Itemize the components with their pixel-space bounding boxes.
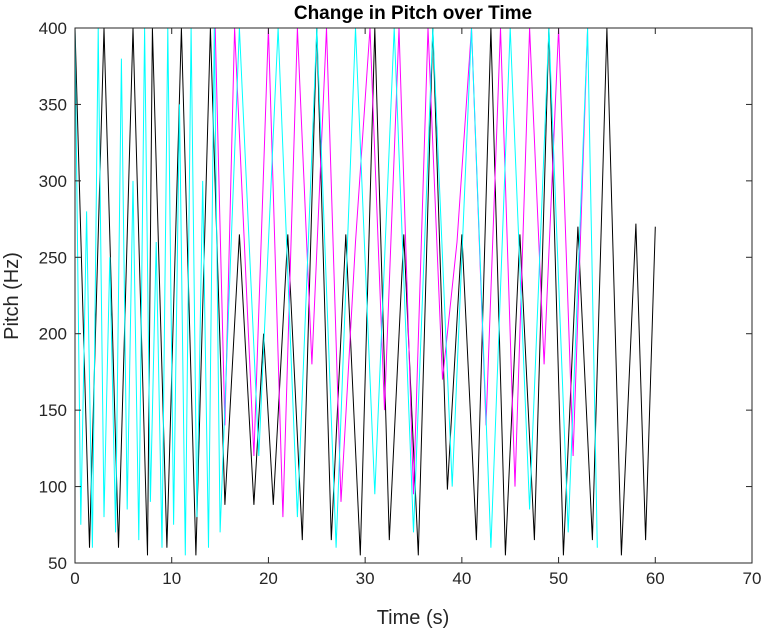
x-tick-label: 10 (162, 569, 181, 588)
x-tick-label: 60 (646, 569, 665, 588)
axes-box (74, 27, 753, 564)
x-tick-label: 0 (70, 569, 79, 588)
series-line-1 (74, 27, 656, 556)
y-tick-label: 400 (39, 19, 67, 38)
y-tick-label: 200 (39, 325, 67, 344)
x-axis-label: Time (s) (377, 607, 450, 629)
x-axis: 0 10 20 30 40 50 60 70 (70, 28, 761, 588)
x-tick-label: 40 (452, 569, 471, 588)
y-tick-label: 50 (48, 554, 67, 573)
y-axis: 50 100 150 200 250 300 350 400 (39, 19, 752, 573)
y-tick-label: 150 (39, 401, 67, 420)
x-tick-label: 20 (259, 569, 278, 588)
series-line-2 (214, 27, 694, 518)
series-layer (74, 27, 694, 556)
y-tick-label: 250 (39, 248, 67, 267)
x-tick-label: 50 (549, 569, 568, 588)
series-line-3 (74, 27, 598, 556)
y-tick-label: 100 (39, 478, 67, 497)
x-tick-label: 70 (743, 569, 762, 588)
y-tick-label: 300 (39, 172, 67, 191)
chart-title: Change in Pitch over Time (294, 3, 532, 24)
y-axis-label: Pitch (Hz) (1, 252, 23, 340)
x-tick-label: 30 (356, 569, 375, 588)
y-tick-label: 350 (39, 95, 67, 114)
plot-area: 0 10 20 30 40 50 60 70 50 100 150 200 250 300 350 400 (39, 19, 762, 588)
